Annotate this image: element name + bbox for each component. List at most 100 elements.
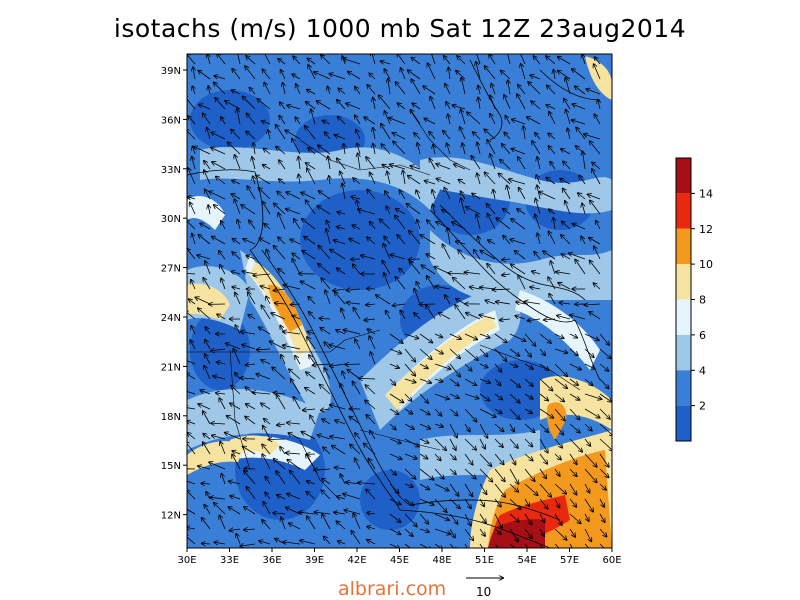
wind-vector (348, 72, 361, 80)
wind-vector (404, 363, 415, 376)
wind-vector (293, 56, 301, 65)
wind-vector (252, 392, 271, 394)
wind-vector (524, 348, 531, 357)
wind-vector (286, 209, 301, 215)
wind-vector (524, 333, 536, 346)
wind-vector (286, 507, 301, 515)
wind-vector (464, 348, 478, 360)
wind-vector (485, 66, 496, 80)
wind-vector (449, 363, 460, 377)
wind-vector (263, 502, 271, 515)
wind-vector (524, 393, 533, 399)
wind-vector (397, 54, 406, 65)
wind-vector (424, 118, 436, 125)
wind-vector (434, 438, 446, 450)
wind-vector (564, 99, 571, 110)
wind-vector (589, 238, 601, 245)
wind-vector (554, 543, 560, 548)
wind-vector (479, 348, 488, 357)
wind-vector (514, 251, 526, 260)
wind-vector (384, 273, 391, 290)
wind-vector (434, 424, 443, 427)
wind-vector (510, 239, 526, 245)
wind-vector (295, 356, 301, 365)
wind-vector (370, 172, 376, 185)
wind-vector (207, 54, 210, 65)
wind-vector (266, 296, 271, 305)
wind-vector (219, 515, 226, 530)
wind-vector (554, 513, 562, 525)
wind-vector (274, 246, 286, 260)
wind-vector (503, 209, 511, 215)
wind-vector (598, 100, 600, 110)
wind-vector (419, 363, 428, 368)
wind-vector (366, 489, 376, 500)
wind-vector (343, 494, 361, 500)
wind-vector (584, 543, 590, 548)
colorbar-segment (676, 193, 691, 229)
wind-vector (550, 162, 556, 170)
wind-vector (281, 517, 286, 530)
wind-vector (187, 95, 196, 110)
wind-vector (582, 54, 585, 65)
wind-vector (221, 278, 226, 290)
wind-vector (233, 349, 241, 365)
wind-vector (389, 378, 395, 385)
colorbar-label: 4 (699, 364, 706, 377)
wind-vector (205, 354, 211, 365)
wind-vector (330, 249, 346, 260)
wind-vector (508, 80, 510, 95)
wind-vector (569, 483, 577, 495)
wind-vector (214, 76, 226, 80)
wind-vector (317, 435, 331, 440)
wind-vector (202, 543, 211, 544)
wind-vector (369, 336, 376, 350)
wind-vector (426, 254, 436, 260)
wind-vector (449, 423, 457, 438)
wind-vector (228, 142, 241, 155)
wind-vector (351, 197, 361, 199)
wind-vector (554, 378, 567, 388)
wind-vector (241, 332, 256, 334)
wind-vector (232, 451, 241, 454)
wind-vector (367, 513, 376, 514)
wind-vector (478, 86, 480, 95)
wind-vector (567, 128, 570, 140)
wind-vector (389, 408, 399, 414)
wind-vector (325, 290, 331, 305)
wind-vector (464, 363, 472, 371)
wind-vector (539, 348, 545, 355)
lon-tick-label: 45E (390, 555, 409, 566)
wind-vector (389, 333, 403, 343)
wind-vector (306, 372, 316, 380)
wind-vector (337, 158, 346, 170)
wind-vector (518, 85, 526, 95)
wind-vector (216, 177, 226, 185)
wind-vector (355, 87, 361, 95)
wind-vector (221, 474, 226, 485)
wind-vector (546, 178, 556, 185)
latitude-tick-labels: 39N 36N 33N 30N 27N 24N 21N 18N 15N 12N (161, 66, 187, 522)
wind-vector (197, 255, 211, 260)
wind-vector (487, 140, 496, 155)
wind-vector (572, 104, 586, 110)
wind-vector (448, 273, 466, 274)
wind-vector (235, 325, 241, 335)
wind-vector (273, 513, 286, 514)
wind-vector (278, 213, 286, 230)
wind-vector (599, 543, 605, 548)
wind-vector (344, 510, 361, 515)
wind-vector (404, 453, 417, 459)
wind-vector (434, 543, 443, 548)
colorbar-label: 10 (699, 258, 713, 271)
wind-vector (429, 132, 436, 140)
colorbar-label: 12 (699, 223, 713, 236)
wind-vector (537, 233, 540, 245)
wind-vector (509, 468, 519, 484)
wind-vector (584, 438, 590, 446)
wind-vector (589, 312, 601, 320)
wind-vector (569, 423, 580, 433)
wind-vector (365, 400, 376, 410)
wind-vector (235, 155, 241, 170)
wind-vector (584, 483, 590, 493)
